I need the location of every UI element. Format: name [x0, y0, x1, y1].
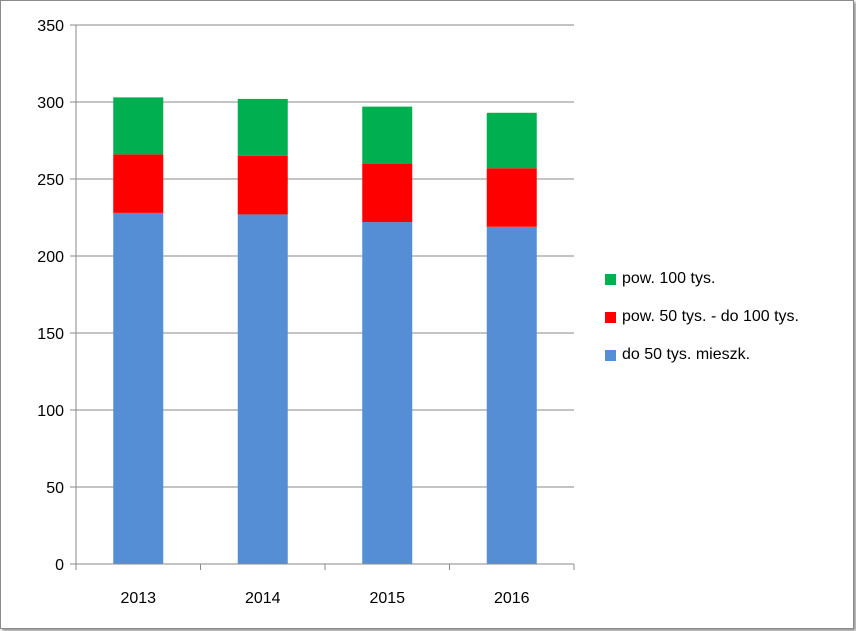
- bar-2014-series-2: [237, 98, 288, 156]
- bar-2015-series-0: [362, 222, 413, 564]
- y-tick-label-100: 100: [37, 403, 64, 420]
- y-tick-label-50: 50: [46, 480, 64, 497]
- legend-label: do 50 tys. mieszk.: [622, 346, 751, 363]
- bar-2015-series-1: [362, 163, 413, 223]
- bar-2016-series-2: [486, 112, 537, 169]
- legend-item: do 50 tys. mieszk.: [605, 345, 799, 365]
- tick-labels: 0 50 100 150 200 250 300 350 2013 2014 2015 2016: [37, 18, 529, 607]
- y-tick-label-300: 300: [37, 95, 64, 112]
- y-tick-label-0: 0: [55, 557, 64, 574]
- bar-2013-series-0: [113, 212, 164, 564]
- bar-2015-series-2: [362, 106, 413, 164]
- y-tick-label-200: 200: [37, 249, 64, 266]
- legend-item: pow. 100 tys.: [605, 269, 799, 289]
- y-tick-label-150: 150: [37, 326, 64, 343]
- y-tick-label-350: 350: [37, 18, 64, 35]
- legend-swatch: [605, 349, 616, 361]
- legend: pow. 100 tys. pow. 50 tys. - do 100 tys. d…: [605, 269, 799, 383]
- bar-2014-series-1: [237, 155, 288, 215]
- legend-swatch: [605, 273, 616, 285]
- bar-2016-series-0: [486, 226, 537, 565]
- y-tick-label-250: 250: [37, 172, 64, 189]
- bar-2014-series-0: [237, 214, 288, 565]
- legend-label: pow. 100 tys.: [622, 270, 716, 287]
- axes: [70, 24, 575, 570]
- legend-swatch: [605, 311, 616, 323]
- x-tick-label-2013: 2013: [120, 590, 156, 607]
- bar-2013-series-1: [113, 154, 164, 213]
- bar-2016-series-1: [486, 168, 537, 227]
- bars: [113, 97, 537, 565]
- legend-item: pow. 50 tys. - do 100 tys.: [605, 307, 799, 327]
- bar-2013-series-2: [113, 97, 164, 155]
- x-tick-label-2015: 2015: [369, 590, 405, 607]
- x-tick-label-2014: 2014: [245, 590, 281, 607]
- legend-label: pow. 50 tys. - do 100 tys.: [622, 308, 799, 325]
- x-tick-label-2016: 2016: [494, 590, 530, 607]
